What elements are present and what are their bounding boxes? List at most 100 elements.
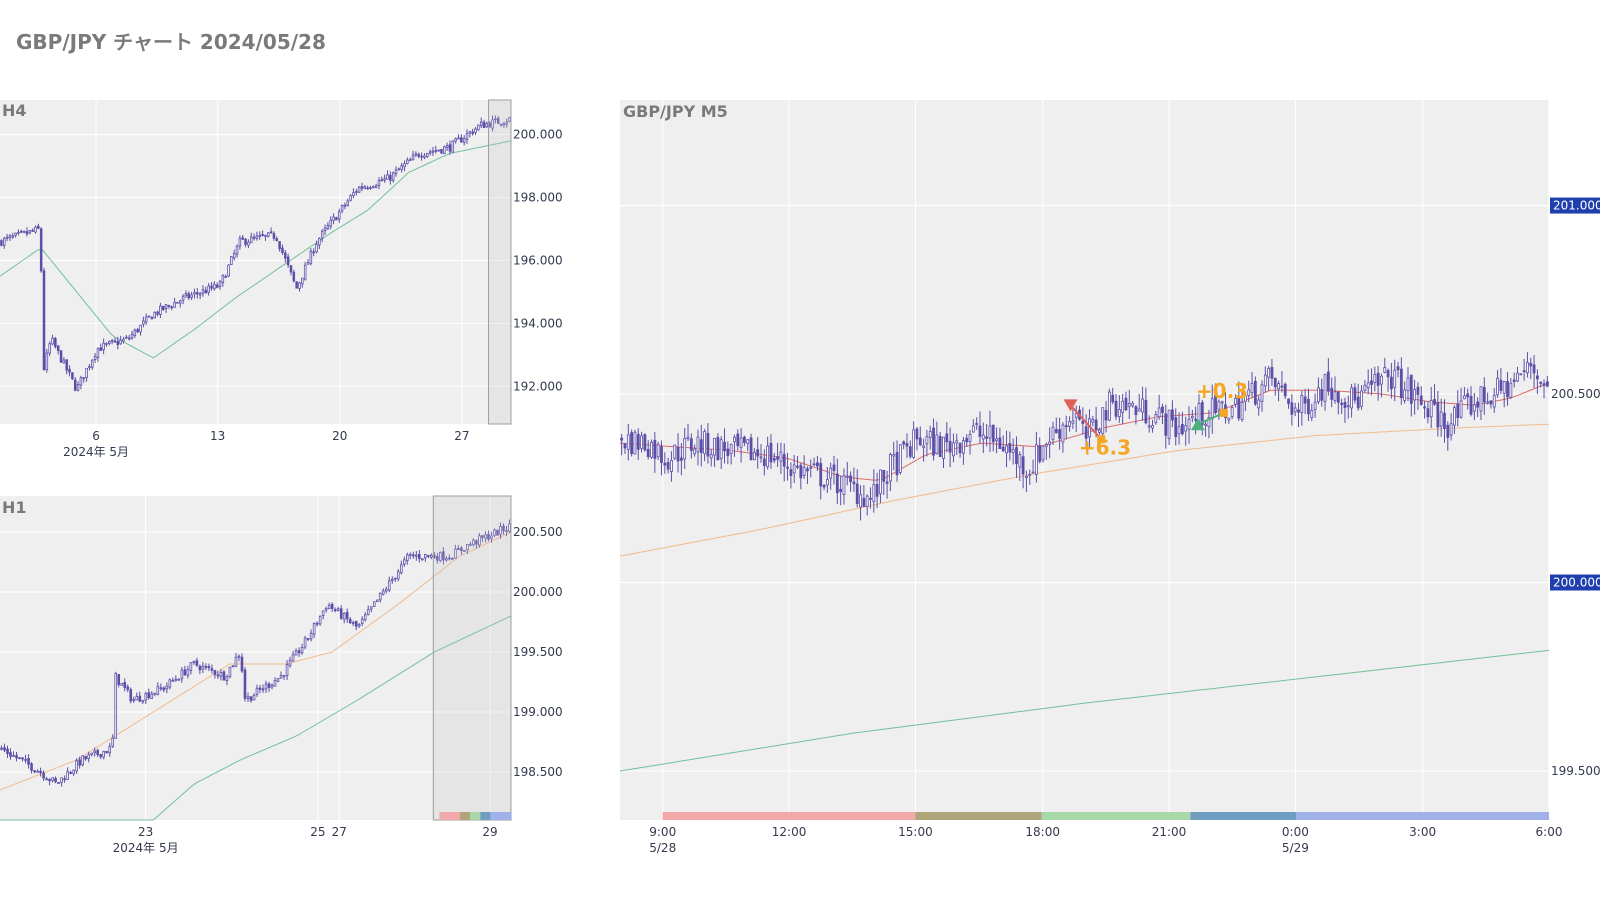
candle [1433, 384, 1436, 406]
candle [230, 255, 233, 266]
candle [1539, 381, 1543, 388]
candle [215, 282, 219, 289]
candle-body [699, 439, 703, 453]
candle-body [1131, 402, 1135, 407]
candle-body [502, 123, 506, 126]
candle-body [942, 436, 945, 459]
candle [189, 662, 193, 675]
candle-body [391, 172, 395, 181]
candle [264, 680, 268, 693]
candle-body [1117, 409, 1121, 418]
candle [1532, 355, 1536, 388]
candle [620, 433, 624, 456]
candle-body [269, 231, 273, 234]
session-segment [1190, 812, 1297, 820]
candle [1111, 387, 1115, 405]
candle-body [779, 451, 783, 462]
candle [892, 441, 896, 471]
candle [1287, 398, 1290, 409]
candle-body [478, 535, 481, 546]
candle [1041, 445, 1045, 463]
candle [978, 411, 982, 444]
h1-label: H1 [2, 498, 27, 517]
candle [170, 305, 174, 311]
candle-body [1317, 387, 1320, 403]
candle-body [988, 425, 992, 439]
candle [428, 149, 432, 156]
candle-body [117, 674, 121, 686]
candle-body [412, 554, 415, 557]
candle-body [465, 133, 469, 140]
candle-body [427, 554, 430, 557]
candle-body [1390, 376, 1393, 390]
candle-body [1453, 407, 1456, 426]
candle-body [709, 454, 713, 459]
candle-body [796, 465, 799, 468]
candle-body [825, 479, 829, 486]
candle [127, 334, 131, 341]
candle [384, 586, 388, 594]
candle-body [481, 535, 484, 538]
candle-body [1277, 383, 1280, 390]
candle-body [1340, 402, 1344, 405]
candle-body [1449, 423, 1453, 436]
candle-body [995, 438, 998, 442]
candle [354, 620, 358, 631]
candle [91, 359, 94, 370]
candle [739, 428, 743, 463]
candle-body [346, 200, 350, 206]
candle [6, 745, 9, 758]
candle [490, 531, 493, 543]
candle-body [275, 238, 279, 241]
candle [895, 440, 899, 482]
candle-body [168, 679, 172, 688]
candle [267, 232, 270, 238]
candle [636, 428, 640, 460]
candle [1443, 399, 1446, 443]
candle [264, 234, 267, 241]
candle-body [286, 256, 290, 266]
candle [1204, 420, 1208, 437]
candle-body [756, 449, 760, 457]
ma-line [0, 531, 512, 791]
candle [832, 455, 836, 485]
candle-body [51, 337, 54, 345]
candle-body [965, 438, 969, 443]
candle-body [264, 234, 267, 237]
candle [471, 128, 474, 136]
candle-body [749, 437, 753, 461]
y-tick-label: 200.500 [1551, 387, 1600, 401]
candle [1439, 398, 1443, 437]
candle [207, 663, 211, 672]
candle [1449, 413, 1453, 441]
candle [192, 660, 196, 665]
candle-body [375, 599, 379, 602]
candle-body [869, 497, 872, 500]
candle-body [636, 433, 640, 450]
candle-body [1058, 429, 1062, 439]
candle-body [1174, 417, 1178, 438]
candle [706, 423, 710, 464]
candle [1277, 380, 1280, 402]
candle-body [806, 468, 809, 472]
candle [295, 281, 298, 289]
candle-body [1522, 370, 1526, 373]
session-segment [470, 812, 481, 820]
candle-body [985, 436, 989, 439]
candle [73, 377, 77, 392]
candle-body [289, 265, 293, 273]
candle [1091, 415, 1095, 427]
candle-body [374, 185, 378, 188]
candle-body [905, 443, 909, 447]
session-segment [915, 812, 1042, 820]
candle [1131, 400, 1135, 408]
sell-marker [1063, 399, 1078, 412]
x-tick-label: 0:00 [1282, 825, 1309, 839]
candle-body [1403, 389, 1407, 401]
candle [8, 234, 12, 242]
candle-body [448, 144, 452, 152]
candle-body [918, 437, 922, 446]
candle [363, 612, 367, 622]
candle [670, 451, 673, 482]
price-box [1550, 574, 1600, 591]
